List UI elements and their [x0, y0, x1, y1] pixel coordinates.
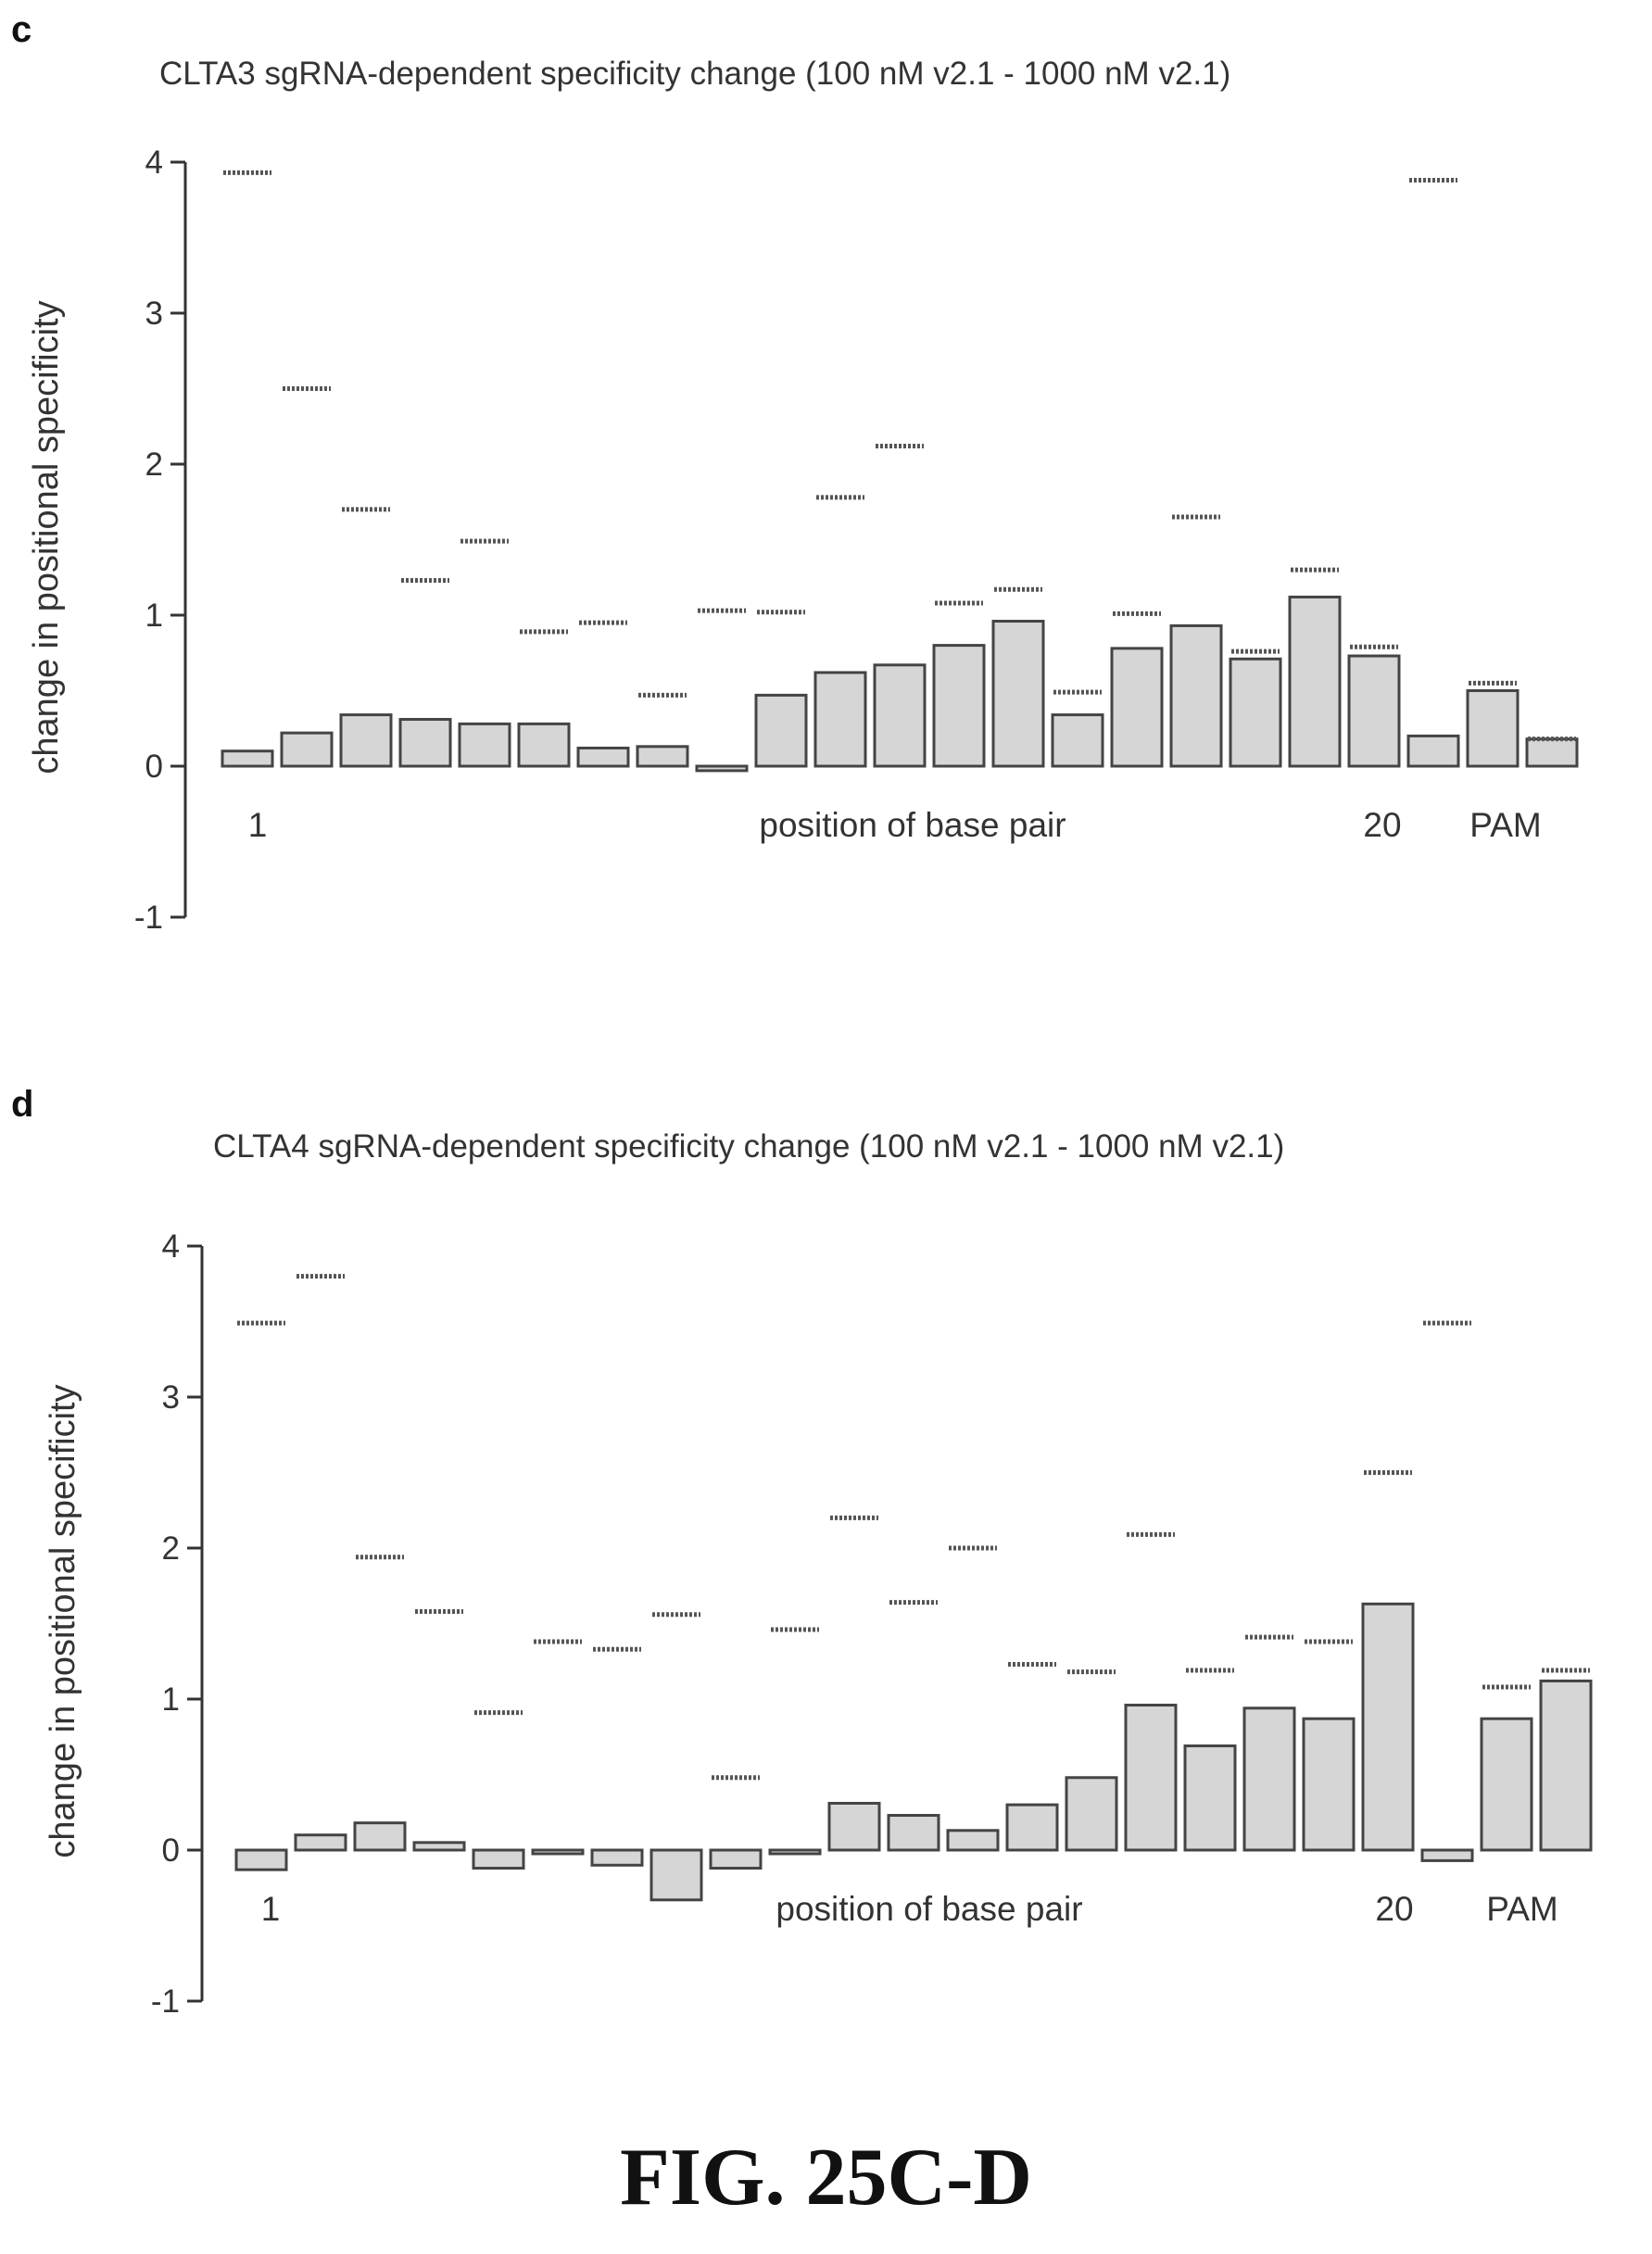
x-label-pam: PAM [1486, 1890, 1557, 1928]
y-axis-label: change in positional specificity [44, 1384, 82, 1857]
bar [948, 1831, 998, 1850]
y-tick-label: 3 [145, 296, 163, 332]
y-tick-label: 4 [162, 1228, 180, 1265]
bar [1408, 736, 1458, 766]
bar [1185, 1746, 1235, 1850]
y-tick-label: 0 [145, 749, 163, 785]
bar [1349, 656, 1399, 766]
y-tick-label: 2 [162, 1530, 180, 1567]
bar [1290, 597, 1340, 766]
bar [236, 1850, 286, 1870]
x-label-last: 20 [1375, 1890, 1413, 1928]
y-tick-label: 0 [162, 1832, 180, 1869]
bar-chart: 4 3 2 1 0 -1 change in positional specificity 1… [0, 1075, 1652, 2057]
y-tick-label: 3 [162, 1379, 180, 1416]
y-tick-label: -1 [151, 1983, 180, 2020]
bar [1363, 1604, 1413, 1850]
figure-caption: FIG. 25C-D [0, 2131, 1652, 2224]
bar [1112, 648, 1162, 766]
bar [1066, 1778, 1116, 1850]
bar [1527, 739, 1577, 766]
bar [414, 1843, 464, 1850]
bar [1482, 1719, 1532, 1850]
bar [460, 724, 510, 766]
y-axis-label: change in positional specificity [27, 300, 66, 774]
bar [756, 695, 806, 766]
bar [533, 1850, 583, 1854]
bar [519, 724, 569, 766]
bar [473, 1850, 523, 1869]
bar [934, 646, 984, 766]
bar [889, 1816, 939, 1850]
chart-panel-d: d CLTA4 sgRNA-dependent specificity chan… [0, 1075, 1652, 2057]
bar [1007, 1805, 1057, 1850]
bar [1541, 1681, 1591, 1850]
bar [296, 1835, 346, 1850]
y-tick-label: 4 [145, 145, 163, 181]
bar [1244, 1708, 1294, 1850]
x-label-pam: PAM [1469, 806, 1541, 844]
bar [1422, 1850, 1472, 1860]
x-label-last: 20 [1363, 806, 1401, 844]
bar-chart: 4 3 2 1 0 -1 change in positional specificity 1… [0, 0, 1652, 982]
y-tick-label: -1 [134, 900, 163, 936]
bar [1126, 1706, 1176, 1850]
x-axis-label: position of base pair [759, 806, 1066, 844]
bar [355, 1823, 405, 1850]
bar [1053, 715, 1103, 766]
y-tick-label: 2 [145, 447, 163, 483]
bar [829, 1803, 879, 1850]
bar [770, 1850, 820, 1854]
bar [282, 733, 332, 766]
bar [711, 1850, 761, 1869]
bar [341, 715, 391, 766]
bar [578, 748, 628, 766]
x-label-first: 1 [248, 806, 268, 844]
bar [651, 1850, 701, 1900]
bar [1468, 691, 1518, 767]
bar [697, 766, 747, 771]
bar [222, 751, 272, 766]
bar [815, 673, 865, 766]
x-label-first: 1 [261, 1890, 281, 1928]
bar [1304, 1719, 1354, 1850]
bar [993, 622, 1043, 766]
chart-panel-c: c CLTA3 sgRNA-dependent specificity chan… [0, 0, 1652, 982]
bar [875, 665, 925, 766]
x-axis-label: position of base pair [776, 1890, 1082, 1928]
bar [637, 747, 687, 766]
y-tick-label: 1 [162, 1681, 180, 1718]
bar [400, 719, 450, 766]
y-tick-label: 1 [145, 598, 163, 634]
bar [1230, 659, 1280, 766]
bar [592, 1850, 642, 1865]
bar [1171, 625, 1221, 766]
